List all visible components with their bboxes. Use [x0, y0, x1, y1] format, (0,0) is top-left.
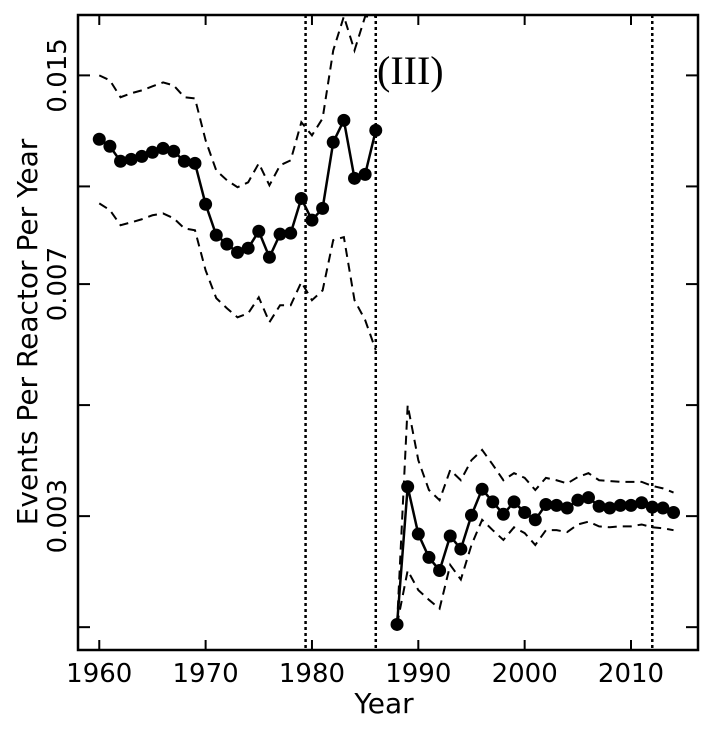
y-tick-label: 0.007: [43, 247, 73, 321]
data-point: [603, 501, 617, 515]
data-point: [156, 141, 170, 155]
series-line: [98, 116, 675, 625]
data-point: [220, 237, 234, 251]
data-point: [443, 529, 457, 543]
annotation: (III): [377, 48, 444, 93]
data-point: [348, 171, 362, 185]
data-point: [209, 228, 223, 242]
data-point: [316, 201, 330, 215]
data-point: [507, 495, 521, 509]
x-tick-label: 2000: [492, 659, 558, 689]
data-point: [571, 493, 585, 507]
series-line: [98, 15, 674, 625]
y-tick-label: 0.015: [43, 38, 73, 112]
data-point: [464, 508, 478, 522]
data-point: [188, 156, 202, 170]
data-point: [656, 501, 670, 515]
data-point: [454, 542, 468, 556]
data-point: [177, 154, 191, 168]
data-point: [369, 123, 383, 137]
data-point: [231, 245, 245, 259]
data-point: [613, 498, 627, 512]
plot-frame: [76, 13, 700, 652]
data-point: [241, 241, 255, 255]
x-tick-label: 2010: [598, 659, 664, 689]
x-axis-label: Year: [353, 687, 414, 720]
data-point: [581, 491, 595, 505]
data-point: [667, 506, 681, 520]
data-point: [486, 495, 500, 509]
data-point: [422, 550, 436, 564]
x-tick-label: 1970: [173, 659, 239, 689]
data-point: [645, 500, 659, 514]
data-point: [326, 135, 340, 149]
data-point: [252, 224, 266, 238]
data-point: [262, 250, 276, 264]
plot-area: [92, 15, 681, 650]
data-point: [539, 498, 553, 512]
data-point: [337, 113, 351, 127]
data-point: [433, 563, 447, 577]
data-point: [305, 213, 319, 227]
data-point: [135, 149, 149, 163]
data-point: [592, 499, 606, 513]
x-tick-label: 1990: [385, 659, 451, 689]
x-tick-label: 1980: [279, 659, 345, 689]
data-point: [624, 498, 638, 512]
data-point: [518, 506, 532, 520]
data-point: [528, 513, 542, 527]
data-point: [167, 144, 181, 158]
data-point: [550, 498, 564, 512]
data-point: [635, 496, 649, 510]
y-tick-label: 0.003: [43, 479, 73, 553]
data-point: [114, 154, 128, 168]
data-point: [92, 132, 106, 146]
data-point: [475, 482, 489, 496]
series-line: [98, 202, 674, 625]
x-tick-label: 1960: [66, 659, 132, 689]
data-point: [284, 226, 298, 240]
data-point: [273, 227, 287, 241]
data-point: [560, 501, 574, 515]
data-point: [358, 167, 372, 181]
data-point: [145, 145, 159, 159]
y-axis-label: Events Per Reactor Per Year: [11, 138, 44, 525]
data-point: [411, 527, 425, 541]
data-point: [124, 152, 138, 166]
data-point: [294, 191, 308, 205]
data-point: [496, 507, 510, 521]
data-point: [103, 139, 117, 153]
data-point: [199, 197, 213, 211]
